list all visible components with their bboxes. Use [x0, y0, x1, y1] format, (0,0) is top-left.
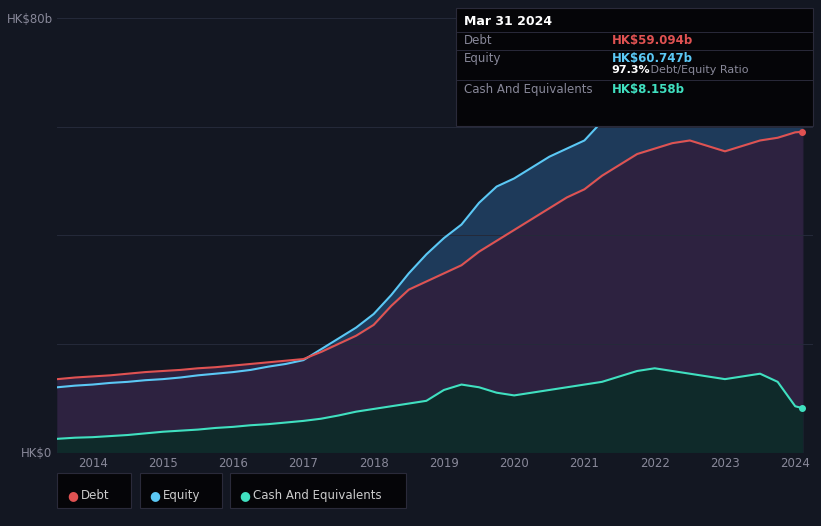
Text: 97.3%: 97.3%	[612, 65, 650, 75]
Text: HK$8.158b: HK$8.158b	[612, 83, 685, 96]
Text: HK$59.094b: HK$59.094b	[612, 34, 693, 47]
Text: Mar 31 2024: Mar 31 2024	[464, 15, 552, 28]
Text: ●: ●	[149, 489, 160, 502]
Text: Cash And Equivalents: Cash And Equivalents	[464, 83, 593, 96]
Text: ●: ●	[240, 489, 250, 502]
Text: Debt: Debt	[80, 489, 109, 502]
Text: Debt/Equity Ratio: Debt/Equity Ratio	[647, 65, 749, 75]
Text: Debt: Debt	[464, 34, 493, 47]
Text: Equity: Equity	[163, 489, 200, 502]
Text: Cash And Equivalents: Cash And Equivalents	[253, 489, 382, 502]
Text: Equity: Equity	[464, 52, 502, 65]
Text: HK$60.747b: HK$60.747b	[612, 52, 693, 65]
Text: ●: ●	[67, 489, 78, 502]
